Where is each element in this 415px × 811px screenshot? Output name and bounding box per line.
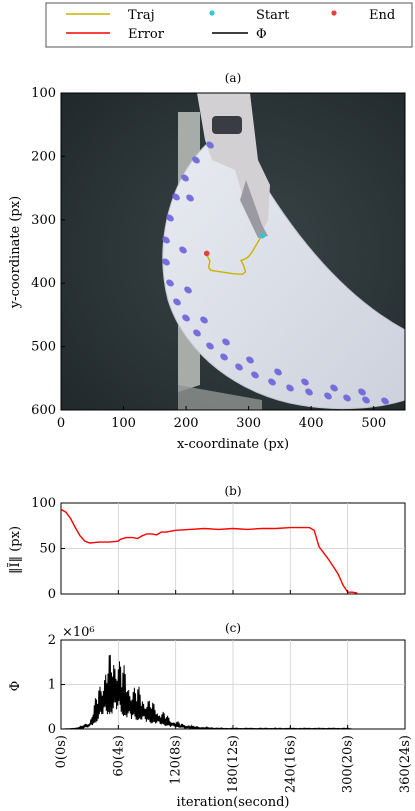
phi-line <box>61 654 353 729</box>
panel-a-ytick-label: 200 <box>31 149 56 164</box>
panel-a-xtick-label: 300 <box>236 416 261 431</box>
panel-c-xtick-label: 240(16s) <box>283 735 298 793</box>
panel-c-ylabel: Φ <box>8 681 23 692</box>
panel-c-xtick-label: 120(8s) <box>169 735 184 785</box>
panel-a-ytick-label: 500 <box>31 340 56 355</box>
panel-c-ytick-label: 2 <box>48 633 56 648</box>
blue-spot <box>162 236 170 244</box>
blue-spot <box>184 286 192 294</box>
legend-end-label: End <box>369 8 395 23</box>
blue-spot <box>343 394 351 402</box>
blue-spot <box>251 371 259 379</box>
panel-a-axes: 0 100 200 300 400 500 100 200 300 400 500 600 <box>31 86 386 431</box>
panel-c-xtick-label: 180(12s) <box>226 735 241 793</box>
blue-spot <box>324 392 332 400</box>
blue-spots <box>162 141 389 405</box>
trajectory-line <box>206 235 263 276</box>
panel-b-grid <box>61 503 405 594</box>
blue-spot <box>381 397 389 405</box>
caption-b: (b) <box>224 484 241 498</box>
blue-spot <box>330 384 338 392</box>
blue-spot <box>220 353 228 361</box>
blue-spot <box>246 356 254 364</box>
blue-spot <box>181 174 189 182</box>
caption-a: (a) <box>225 71 242 85</box>
blue-spot <box>268 378 276 386</box>
legend-phi-label: Φ <box>256 27 267 42</box>
legend-start-label: Start <box>256 8 290 23</box>
blue-spot <box>182 314 190 322</box>
panel-c-xtick-label: 60(4s) <box>111 735 126 777</box>
blue-spot <box>166 279 174 287</box>
legend-traj-label: Traj <box>128 8 155 23</box>
panel-a-ylabel: y-coordinate (px) <box>8 196 23 309</box>
blue-spot <box>301 378 309 386</box>
blue-spot <box>206 342 214 350</box>
tool-tip <box>240 180 268 238</box>
blue-spot <box>222 338 230 346</box>
caption-c: (c) <box>225 621 241 635</box>
blue-spot <box>179 246 187 254</box>
half-disc <box>162 126 405 410</box>
panel-c-xtick-label: 300(20s) <box>341 735 356 793</box>
panel-c-ytick-label: 0 <box>48 722 56 737</box>
panel-a-xtick-label: 200 <box>174 416 199 431</box>
panel-b-axes: 0 50 100 <box>31 496 406 602</box>
legend-frame <box>45 2 413 48</box>
start-marker <box>259 232 266 239</box>
blue-spot <box>206 141 214 149</box>
legend-error-label: Error <box>128 27 165 42</box>
panel-a-image <box>61 93 405 410</box>
blue-spot <box>186 194 194 202</box>
blue-spot <box>172 193 180 201</box>
blue-spot <box>235 363 243 371</box>
blue-spot <box>305 388 313 396</box>
panel-b-ytick-label: 50 <box>39 542 56 557</box>
panel-c-xlabel: iteration(second) <box>177 795 290 810</box>
panel-a-ytick-label: 600 <box>31 403 56 418</box>
panel-b-ytick-label: 100 <box>31 496 56 511</box>
blue-spot <box>286 384 294 392</box>
panel-a-xtick-label: 0 <box>57 416 65 431</box>
legend-start-marker <box>209 10 215 16</box>
panel-c-xtick-label: 360(24s) <box>398 735 413 793</box>
panel-a-ytick-label: 100 <box>31 86 56 101</box>
panel-c-xtick-label: 0(0s) <box>54 735 69 768</box>
panel-a-ytick-label: 400 <box>31 276 56 291</box>
error-line <box>61 508 358 594</box>
blue-spot <box>173 298 181 306</box>
panel-c-axes: 0 1 2 0(0s) 60(4s) 120(8s) 180(12s) 240(16s) 300… <box>48 633 413 793</box>
panel-c-ytick-label: 1 <box>48 678 56 693</box>
legend-end-marker <box>331 10 337 16</box>
blue-spot <box>362 396 370 404</box>
panel-a-xtick-label: 500 <box>361 416 386 431</box>
stand-base <box>178 385 262 410</box>
blue-spot <box>200 316 208 324</box>
end-marker <box>203 250 210 257</box>
blue-spot <box>358 388 366 396</box>
blue-spot <box>166 214 174 222</box>
panel-a-ytick-label: 300 <box>31 213 56 228</box>
panel-b-ytick-label: 0 <box>48 587 56 602</box>
panel-b-ylabel: ‖Ĩ‖ (px) <box>7 526 23 574</box>
panel-a-xtick-label: 100 <box>111 416 136 431</box>
panel-a-frame <box>60 92 406 411</box>
panel-a-xtick-label: 400 <box>299 416 324 431</box>
legend: Traj Start End Error Φ <box>45 2 413 48</box>
panel-c-scale-label: ×10⁶ <box>62 625 95 640</box>
blue-spot <box>162 258 170 266</box>
panel-a-xlabel: x-coordinate (px) <box>177 437 289 452</box>
blue-spot <box>274 368 282 376</box>
tool-clamp <box>212 116 242 134</box>
blue-spot <box>193 329 201 337</box>
blue-spot <box>192 156 200 164</box>
